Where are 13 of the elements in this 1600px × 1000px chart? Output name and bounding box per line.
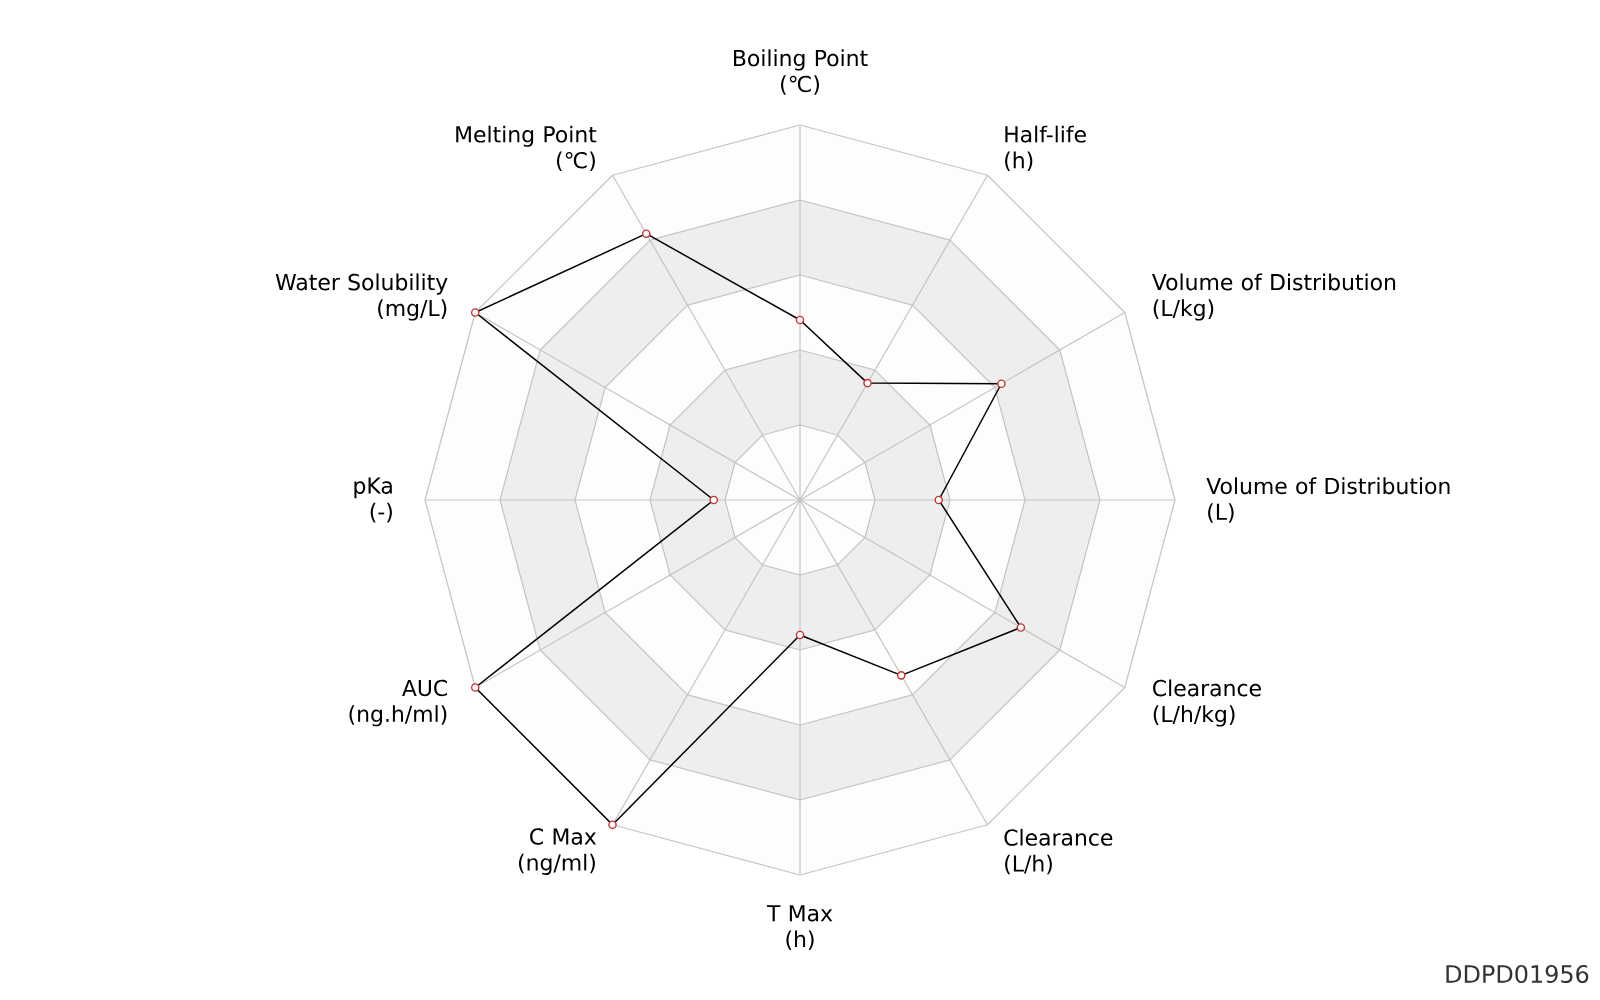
spoke-label: Volume of Distribution (L) xyxy=(1206,477,1450,523)
spoke-label: Clearance (L/h) xyxy=(1004,828,1113,875)
spoke-label: C Max (ng/ml) xyxy=(518,828,597,875)
spoke-label: pKa (-) xyxy=(354,477,392,523)
spoke-label: T Max (h) xyxy=(766,905,833,950)
spoke-label: Water Solubility (mg/L) xyxy=(275,273,448,321)
text: DDPD01956 xyxy=(1446,964,1589,984)
spoke-label: Volume of Distribution (L/kg) xyxy=(1152,273,1396,321)
spoke-label: Clearance (L/h/kg) xyxy=(1153,679,1261,727)
spoke-label: Melting Point (℃) xyxy=(456,125,597,172)
spoke-label: AUC (ng.h/ml) xyxy=(349,679,448,727)
spoke-label: Half-life (h) xyxy=(1005,125,1086,172)
spoke-label: Boiling Point (℃) xyxy=(734,49,868,95)
